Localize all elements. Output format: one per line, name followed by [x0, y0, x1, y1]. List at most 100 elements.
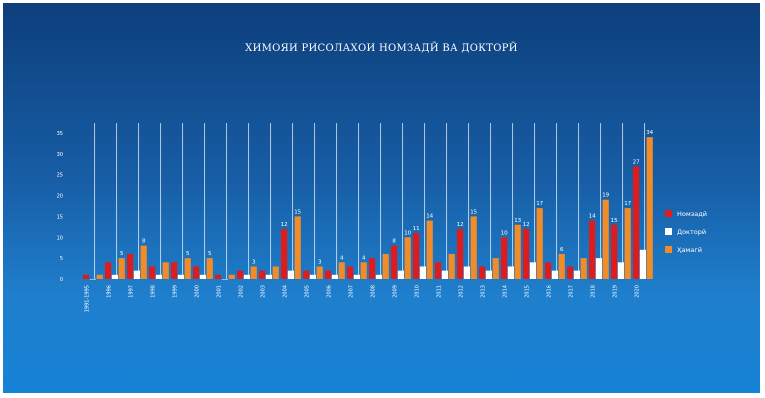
- y-tick-label: 0: [60, 277, 63, 283]
- x-tick-label: 2009: [393, 285, 399, 298]
- bar-Ҳамагӣ: [140, 245, 147, 279]
- bar-Докторӣ: [133, 270, 140, 279]
- bar-Номзадӣ: [259, 270, 266, 279]
- x-tick-label: 1998: [151, 285, 157, 298]
- bar-Ҳамагӣ: [338, 262, 345, 279]
- data-label: 17: [624, 201, 631, 207]
- x-tick-label: 1999: [173, 285, 179, 298]
- bar-Докторӣ: [573, 270, 580, 279]
- bar-Докторӣ: [507, 266, 514, 279]
- data-label: 8: [392, 239, 396, 245]
- bar-Номзадӣ: [215, 274, 222, 279]
- data-label: 12: [523, 222, 530, 228]
- data-label: 11: [413, 226, 420, 232]
- bar-Докторӣ: [639, 249, 646, 279]
- x-tick-label: 2010: [415, 285, 421, 298]
- bar-Ҳамагӣ: [272, 266, 279, 279]
- bar-Ҳамагӣ: [294, 216, 301, 279]
- bar-Номзадӣ: [435, 262, 442, 279]
- bar-Ҳамагӣ: [360, 262, 367, 279]
- x-tick-label: 2017: [569, 285, 575, 298]
- bar-Номзадӣ: [171, 262, 178, 279]
- bar-Ҳамагӣ: [118, 258, 125, 279]
- data-label: 15: [470, 209, 477, 215]
- bar-Номзадӣ: [83, 274, 90, 279]
- y-tick-label: 15: [57, 214, 63, 220]
- bar-Докторӣ: [177, 274, 184, 279]
- bar-Докторӣ: [265, 274, 272, 279]
- data-label: 4: [362, 255, 366, 261]
- bar-Номзадӣ: [369, 258, 376, 279]
- x-tick-label: 2006: [327, 285, 333, 298]
- bar-Номзадӣ: [633, 166, 640, 279]
- legend-swatch: [665, 246, 672, 253]
- bar-Докторӣ: [419, 266, 426, 279]
- bar-Ҳамагӣ: [536, 208, 543, 279]
- chart-legend: Номзадӣ Докторӣ Ҳамагӣ: [665, 207, 755, 261]
- x-tick-label: 2015: [525, 285, 531, 298]
- bar-Докторӣ: [617, 262, 624, 279]
- bar-Номзадӣ: [589, 220, 596, 279]
- data-label: 17: [536, 201, 543, 207]
- data-label: 19: [602, 193, 609, 199]
- x-tick-label: 2005: [305, 285, 311, 298]
- y-tick-label: 5: [60, 256, 63, 262]
- legend-swatch: [665, 228, 672, 235]
- bar-Ҳамагӣ: [250, 266, 257, 279]
- data-label: 13: [514, 218, 521, 224]
- bar-Номзадӣ: [149, 266, 156, 279]
- slide-background: ХИМОЯИ РИСОЛАХОИ НОМЗАДӢ ВА ДОКТОРӢ 0 5 10…: [3, 3, 760, 393]
- bar-Номзадӣ: [523, 228, 530, 279]
- bar-Докторӣ: [375, 274, 382, 279]
- data-label: 3: [318, 259, 322, 265]
- bar-Ҳамагӣ: [382, 253, 389, 279]
- bar-Ҳамагӣ: [580, 258, 587, 279]
- data-label: 10: [404, 230, 411, 236]
- bar-Номзадӣ: [193, 266, 200, 279]
- data-label: 8: [142, 239, 146, 245]
- data-label: 14: [426, 214, 433, 220]
- bar-Докторӣ: [199, 274, 206, 279]
- data-label: 6: [560, 247, 564, 253]
- bar-Докторӣ: [287, 270, 294, 279]
- bar-Номзадӣ: [303, 270, 310, 279]
- bar-Докторӣ: [595, 258, 602, 279]
- data-label: 5: [186, 251, 190, 257]
- x-tick-label: 1997: [129, 285, 135, 298]
- y-tick-label: 20: [57, 194, 63, 200]
- x-tick-label: 2011: [437, 285, 443, 298]
- data-label: 15: [294, 209, 301, 215]
- x-tick-label: 2001: [217, 285, 223, 298]
- legend-label: Докторӣ: [677, 227, 707, 236]
- bar-Ҳамагӣ: [206, 258, 213, 279]
- bar-Докторӣ: [89, 279, 96, 280]
- bar-Ҳамагӣ: [624, 208, 631, 279]
- legend-label: Ҳамагӣ: [677, 245, 702, 254]
- bar-Номзадӣ: [105, 262, 112, 279]
- bar-Докторӣ: [551, 270, 558, 279]
- bar-Докторӣ: [353, 274, 360, 279]
- bar-Номзадӣ: [501, 237, 508, 279]
- legend-item: Ҳамагӣ: [665, 243, 755, 256]
- x-tick-label: 2016: [547, 285, 553, 298]
- bar-Ҳамагӣ: [492, 258, 499, 279]
- bar-Номзадӣ: [281, 228, 288, 279]
- bar-Ҳамагӣ: [448, 253, 455, 279]
- x-tick-label: 2014: [503, 285, 509, 298]
- bar-Ҳамагӣ: [514, 224, 521, 279]
- bar-Докторӣ: [441, 270, 448, 279]
- y-tick-label: 30: [57, 152, 63, 158]
- bar-Номзадӣ: [413, 233, 420, 279]
- bar-Ҳамагӣ: [426, 220, 433, 279]
- legend-item: Номзадӣ: [665, 207, 755, 220]
- data-label: 4: [340, 255, 344, 261]
- chart-title: ХИМОЯИ РИСОЛАХОИ НОМЗАДӢ ВА ДОКТОРӢ: [245, 43, 518, 54]
- x-tick-label: 2019: [613, 285, 619, 298]
- x-tick-label: 2020: [635, 285, 641, 298]
- bar-Докторӣ: [529, 262, 536, 279]
- bar-Докторӣ: [397, 270, 404, 279]
- bar-Номзадӣ: [347, 266, 354, 279]
- bar-Номзадӣ: [545, 262, 552, 279]
- y-tick-label: 10: [57, 235, 63, 241]
- bar-Докторӣ: [155, 274, 162, 279]
